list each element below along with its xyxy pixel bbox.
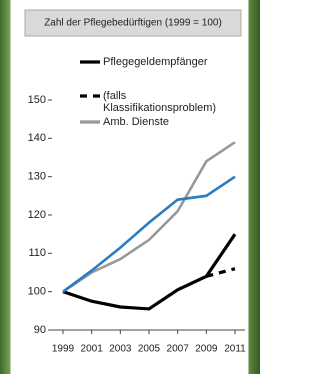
chart-title: Zahl der Pflegebedürftigen (1999 = 100) [44,18,222,29]
x-tick-label: 1999 [52,344,75,355]
series-line [63,142,235,291]
legend-label: (falls Klassifikationsproblem) [103,90,238,114]
screenshot: Zahl der Pflegebedürftigen (1999 = 100) … [0,0,260,374]
x-tick-label: 2003 [109,344,132,355]
y-tick-label: 90 [34,324,46,336]
y-tick-label: 100 [28,286,46,298]
y-tick-label: 130 [28,171,46,183]
x-tick-label: 2001 [81,344,104,355]
y-tick-label: 150 [28,94,46,106]
x-tick-label: 2005 [138,344,161,355]
x-tick-label: 2011 [224,344,246,355]
y-tick-label: 120 [28,209,46,221]
legend-label: Amb. Dienste [103,116,238,128]
y-tick-label: 140 [28,132,46,144]
y-tick-label: 110 [28,247,46,259]
x-tick-label: 2007 [167,344,190,355]
legend-label: Pflegegeldempfänger [103,56,238,68]
x-tick-label: 2009 [195,344,218,355]
